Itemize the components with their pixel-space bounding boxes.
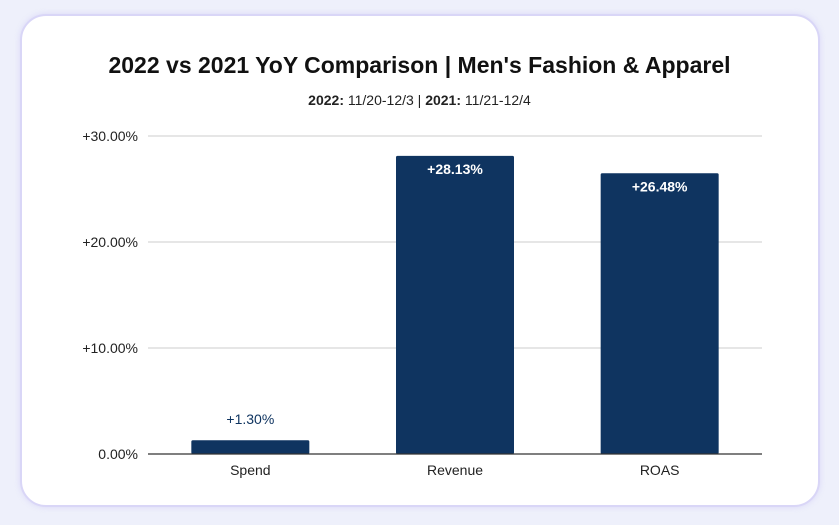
y-tick-label: +30.00% (82, 128, 138, 144)
chart-title: 2022 vs 2021 YoY Comparison | Men's Fash… (108, 52, 731, 78)
subtitle-2022-range: 11/20-12/3 | (343, 92, 426, 108)
data-label: +26.48% (632, 178, 688, 194)
y-tick-label: +10.00% (82, 340, 138, 356)
data-label: +1.30% (226, 411, 274, 427)
data-label: +28.13% (427, 161, 483, 177)
subtitle-2021-label: 2021: (425, 92, 462, 108)
bar (396, 155, 514, 454)
x-tick-label: ROAS (640, 462, 680, 478)
x-tick-label: Revenue (427, 462, 483, 478)
subtitle-2022-label: 2022: (308, 92, 344, 108)
bar (191, 440, 310, 454)
y-tick-label: 0.00% (98, 446, 138, 462)
y-tick-label: +20.00% (82, 234, 138, 250)
x-tick-label: Spend (230, 462, 270, 478)
bar (600, 173, 719, 454)
chart-subtitle: 2022: 11/20-12/3 | 2021: 11/21-12/4 (0, 92, 839, 108)
subtitle-2021-range: 11/21-12/4 (461, 92, 531, 108)
